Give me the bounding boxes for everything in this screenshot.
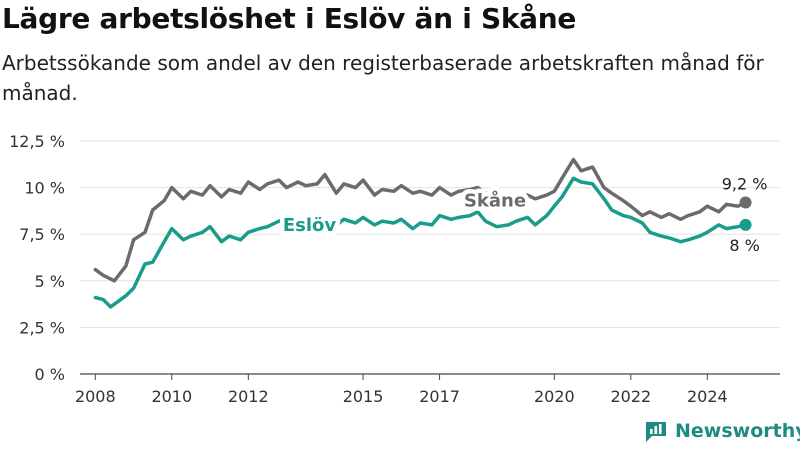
series-line-eslov [93, 176, 748, 309]
chart-title: Lägre arbetslöshet i Eslöv än i Skåne [2, 2, 577, 35]
series-name-label: Skåne [464, 190, 526, 212]
series-end-dot [739, 218, 752, 231]
newsworthy-logo-icon [646, 422, 666, 442]
brand-name: Newsworthy [675, 420, 800, 442]
series-end-label: 9,2 % [722, 175, 768, 194]
series-end-dot [739, 196, 752, 209]
y-tick-label: 5 % [35, 272, 65, 291]
y-tick-label: 12,5 % [9, 132, 65, 151]
x-tick-label: 2020 [534, 387, 575, 406]
x-tick-label: 2017 [419, 387, 460, 406]
x-tick-label: 2012 [228, 387, 269, 406]
series-line-skane [93, 157, 748, 283]
brand-logo: Newsworthy [644, 419, 800, 443]
y-tick-label: 0 % [35, 365, 65, 384]
x-tick-label: 2008 [75, 387, 116, 406]
x-tick-label: 2024 [687, 387, 728, 406]
y-tick-label: 2,5 % [19, 318, 65, 337]
y-tick-label: 10 % [24, 179, 65, 198]
series-end-label: 8 % [729, 236, 759, 255]
y-tick-label: 7,5 % [19, 225, 65, 244]
x-tick-label: 2010 [151, 387, 192, 406]
series-name-label: Eslöv [283, 215, 337, 236]
chart-subtitle: Arbetssökande som andel av den registerb… [2, 51, 764, 105]
x-tick-label: 2015 [343, 387, 384, 406]
x-tick-label: 2022 [610, 387, 651, 406]
